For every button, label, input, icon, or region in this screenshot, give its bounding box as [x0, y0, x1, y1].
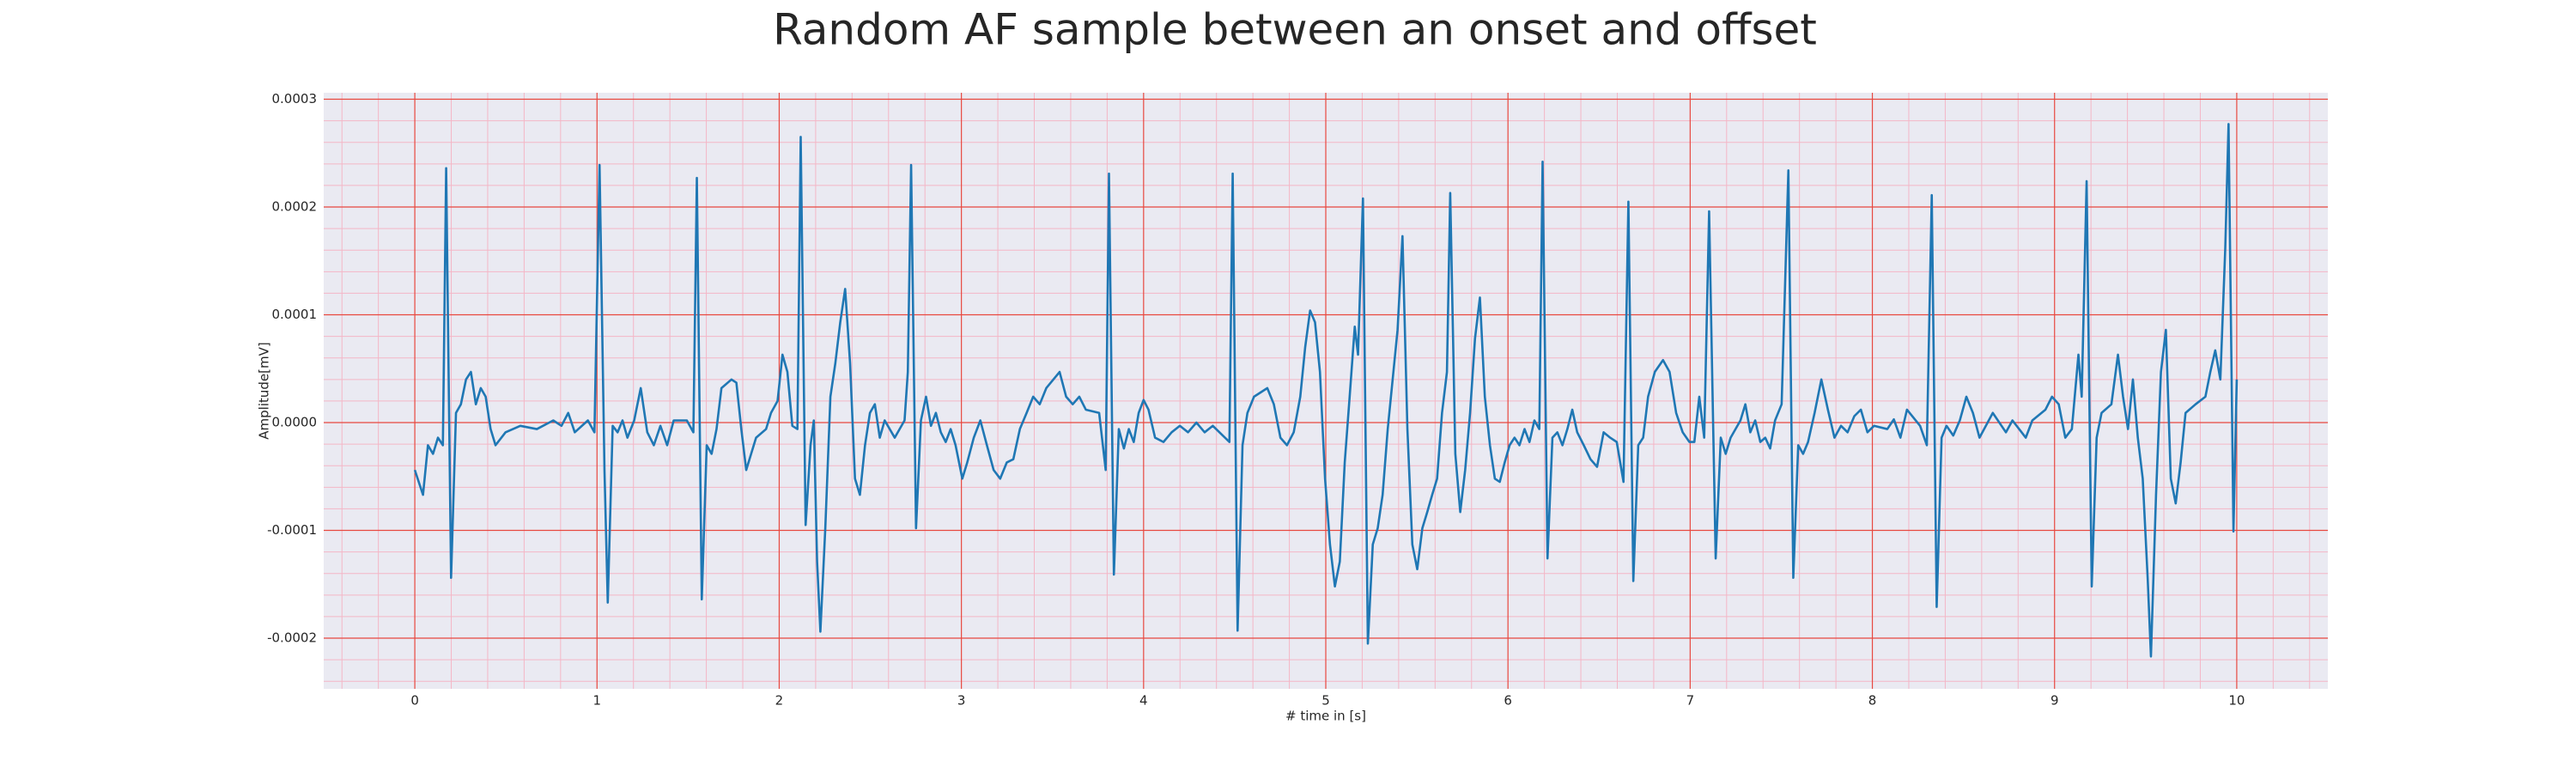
y-tick-label: 0.0003 [272, 91, 318, 107]
x-tick-label: 7 [1686, 693, 1695, 709]
y-tick-label: 0.0000 [272, 415, 318, 430]
y-tick-label: -0.0001 [267, 522, 317, 538]
x-tick-label: 4 [1139, 693, 1148, 709]
x-tick-label: 2 [775, 693, 784, 709]
x-tick-label: 5 [1321, 693, 1330, 709]
y-tick-label: -0.0002 [267, 630, 317, 646]
x-axis-label: # time in [s] [1285, 709, 1366, 724]
x-tick-label: 6 [1504, 693, 1512, 709]
y-axis-label: Amplitude[mV] [257, 342, 272, 439]
x-tick-label: 0 [410, 693, 419, 709]
signal-line [413, 123, 2239, 658]
x-tick-label: 10 [2228, 693, 2245, 709]
x-tick-label: 8 [1868, 693, 1877, 709]
chart-title: Random AF sample between an onset and of… [773, 5, 1817, 55]
x-tick-label: 1 [592, 693, 601, 709]
y-tick-label: 0.0001 [272, 307, 318, 322]
x-tick-label: 3 [957, 693, 966, 709]
x-tick-label: 9 [2050, 693, 2059, 709]
y-tick-label: 0.0002 [272, 199, 318, 215]
